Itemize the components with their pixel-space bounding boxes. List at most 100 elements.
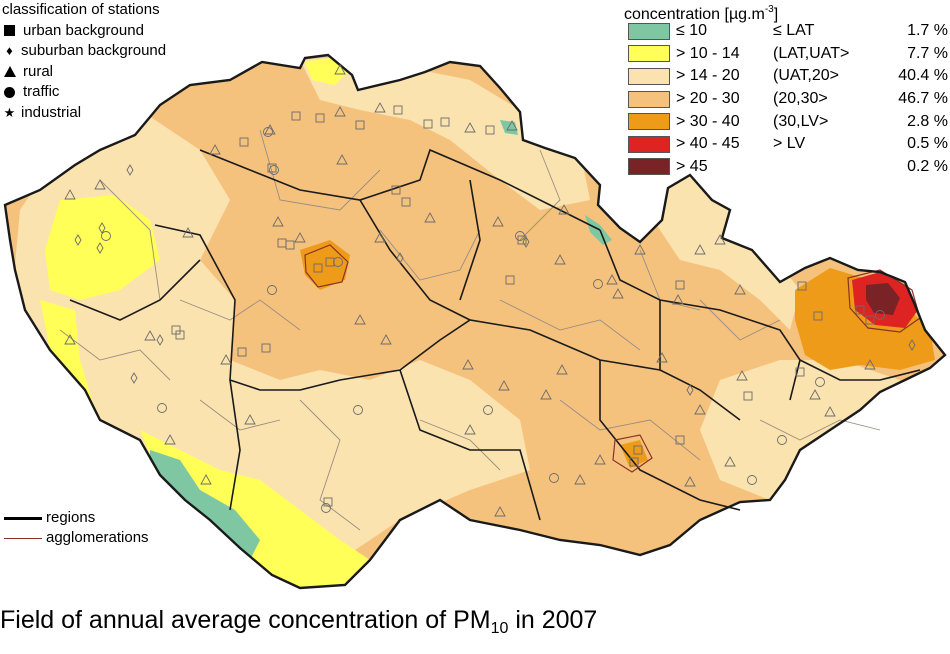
urban-station-marker <box>855 305 865 315</box>
rural-station-marker <box>734 284 746 295</box>
class-label: (30,LV> <box>773 112 829 130</box>
class-percent: 46.7 % <box>898 90 948 108</box>
concentration-legend-title: concentration [µg.m-3] <box>624 4 779 23</box>
rural-station-marker <box>209 144 221 155</box>
rural-station-marker <box>334 64 346 75</box>
agglomeration-line-icon <box>4 537 42 539</box>
class-range: > 40 - 45 <box>676 135 740 153</box>
rural-station-marker <box>464 424 476 435</box>
legend-traffic: traffic <box>2 82 166 103</box>
legend-label: traffic <box>23 83 60 100</box>
suburban-station-marker <box>96 242 104 254</box>
rural-station-marker <box>736 370 748 381</box>
urban-station-marker <box>423 119 433 129</box>
rural-station-marker <box>498 380 510 391</box>
color-swatch <box>628 22 670 40</box>
urban-station-marker <box>355 120 365 130</box>
color-swatch <box>628 113 670 131</box>
boundary-legend: regions agglomerations <box>4 508 149 548</box>
urban-station-marker <box>485 125 495 135</box>
rural-station-marker <box>714 234 726 245</box>
rural-station-marker <box>220 354 232 365</box>
zone-10-14-west-lower <box>40 300 95 410</box>
district-boundaries <box>59 129 881 531</box>
concentration-map <box>3 53 947 590</box>
suburban-station-marker <box>98 222 106 234</box>
suburban-station-marker <box>130 372 138 384</box>
urban-station-marker <box>391 185 401 195</box>
suburban-station-marker <box>126 164 134 176</box>
color-swatch <box>628 67 670 85</box>
class-percent: 2.8 % <box>907 112 948 130</box>
rural-station-marker <box>294 232 306 243</box>
rural-station-marker <box>694 244 706 255</box>
urban-station-marker <box>675 435 685 445</box>
class-range: ≤ 10 <box>676 22 708 40</box>
zone-30-40-ostrava <box>795 268 935 370</box>
legend-regions: regions <box>4 508 149 528</box>
rural-station-marker <box>556 364 568 375</box>
urban-station-marker <box>505 275 515 285</box>
region-boundaries <box>69 148 921 521</box>
legend-label: urban background <box>23 21 144 39</box>
rural-station-marker <box>554 254 566 265</box>
traffic-station-marker <box>101 231 111 241</box>
class-range: > 14 - 20 <box>676 67 740 85</box>
traffic-station-marker <box>815 377 825 387</box>
urban-station-marker <box>795 367 805 377</box>
rural-station-marker <box>506 120 518 131</box>
suburban-station-marker <box>74 234 82 246</box>
traffic-station-marker <box>875 310 885 320</box>
legend-label: rural <box>23 62 54 80</box>
urban-station-marker <box>675 280 685 290</box>
legend-agglomerations: agglomerations <box>4 528 149 548</box>
stations-legend-title: classification of stations <box>2 1 160 18</box>
star-icon: ★ <box>3 104 16 120</box>
zone-gt45-ostrava <box>866 283 900 315</box>
urban-station-marker <box>313 263 323 273</box>
rural-station-marker <box>694 404 706 415</box>
concentration-class-row: > 20 - 30 (20,30> 46.7 % <box>624 88 950 111</box>
urban-station-marker <box>393 105 403 115</box>
color-swatch <box>628 135 670 153</box>
class-range: > 45 <box>676 157 708 175</box>
urban-station-marker <box>401 197 411 207</box>
rural-station-marker <box>656 352 668 363</box>
rural-station-marker <box>182 227 194 238</box>
urban-station-marker <box>291 111 301 121</box>
legend-label: agglomerations <box>46 529 149 546</box>
class-label: (20,30> <box>773 90 828 108</box>
rural-station-marker <box>64 189 76 200</box>
rural-station-marker <box>494 506 506 517</box>
rural-station-marker <box>606 274 618 285</box>
urban-station-marker <box>440 117 450 127</box>
rural-station-marker <box>724 456 736 467</box>
urban-station-marker <box>629 457 639 467</box>
traffic-station-marker <box>593 279 603 289</box>
urban-station-marker <box>175 330 185 340</box>
rural-station-marker <box>612 288 624 299</box>
rural-station-marker <box>424 212 436 223</box>
rural-station-marker <box>244 414 256 425</box>
urban-station-marker <box>261 343 271 353</box>
class-percent: 0.2 % <box>907 157 948 175</box>
rural-station-marker <box>354 314 366 325</box>
class-percent: 1.7 % <box>907 22 948 40</box>
stations-layer <box>64 64 916 517</box>
urban-station-marker <box>865 315 875 325</box>
rural-station-marker <box>374 102 386 113</box>
traffic-station-marker <box>269 165 279 175</box>
concentration-class-row: > 40 - 45 > LV 0.5 % <box>624 133 950 156</box>
rural-station-marker <box>594 454 606 465</box>
concentration-class-row: > 10 - 14 (LAT,UAT> 7.7 % <box>624 43 950 66</box>
rural-station-marker <box>684 476 696 487</box>
class-range: > 20 - 30 <box>676 90 740 108</box>
triangle-icon <box>4 66 16 78</box>
urban-station-marker <box>633 445 643 455</box>
legend-label: regions <box>46 509 96 526</box>
suburban-station-marker <box>908 339 916 351</box>
rural-station-marker <box>464 122 476 133</box>
urban-station-marker <box>517 235 527 245</box>
legend-urban-background: urban background <box>2 21 166 42</box>
map-canvas <box>3 53 947 590</box>
